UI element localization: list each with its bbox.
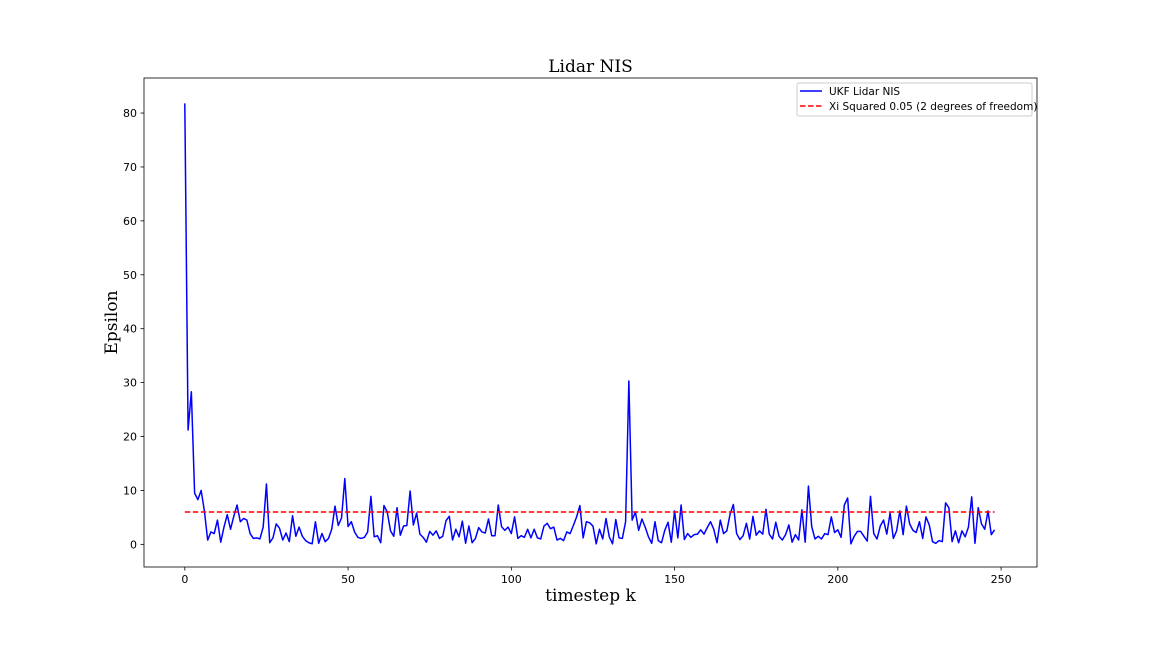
y-tick-label: 50: [123, 269, 137, 282]
y-tick-label: 70: [123, 161, 137, 174]
series-line-ukf-lidar-nis: [184, 103, 996, 545]
y-tick-label: 80: [123, 107, 137, 120]
legend-label-xi-squared-threshold: Xi Squared 0.05 (2 degrees of freedom): [829, 101, 1037, 113]
x-axis-label: timestep k: [545, 586, 636, 606]
y-tick-label: 20: [123, 431, 137, 444]
x-tick-label: 100: [501, 573, 522, 586]
x-tick-label: 250: [991, 573, 1012, 586]
x-tick-label: 0: [181, 573, 188, 586]
x-tick-label: 200: [827, 573, 848, 586]
chart-title: Lidar NIS: [548, 57, 633, 77]
y-tick-label: 0: [130, 538, 137, 551]
x-axis: 0 50 100 150 200 250: [181, 567, 1012, 586]
y-tick-label: 40: [123, 323, 137, 336]
y-tick-label: 30: [123, 377, 137, 390]
y-tick-label: 60: [123, 215, 137, 228]
y-axis: 0 10 20 30 40 50 60 70 80: [123, 107, 144, 551]
y-tick-label: 10: [123, 484, 137, 497]
legend-box: [796, 82, 1033, 117]
legend: UKF Lidar NIS Xi Squared 0.05 (2 degrees…: [796, 82, 1037, 117]
x-tick-label: 150: [664, 573, 685, 586]
plot-area-frame: [143, 77, 1038, 568]
x-tick-label: 50: [341, 573, 355, 586]
y-axis-label: Epsilon: [102, 290, 122, 354]
legend-label-ukf-lidar-nis: UKF Lidar NIS: [829, 86, 900, 98]
series-layer: [184, 103, 996, 545]
